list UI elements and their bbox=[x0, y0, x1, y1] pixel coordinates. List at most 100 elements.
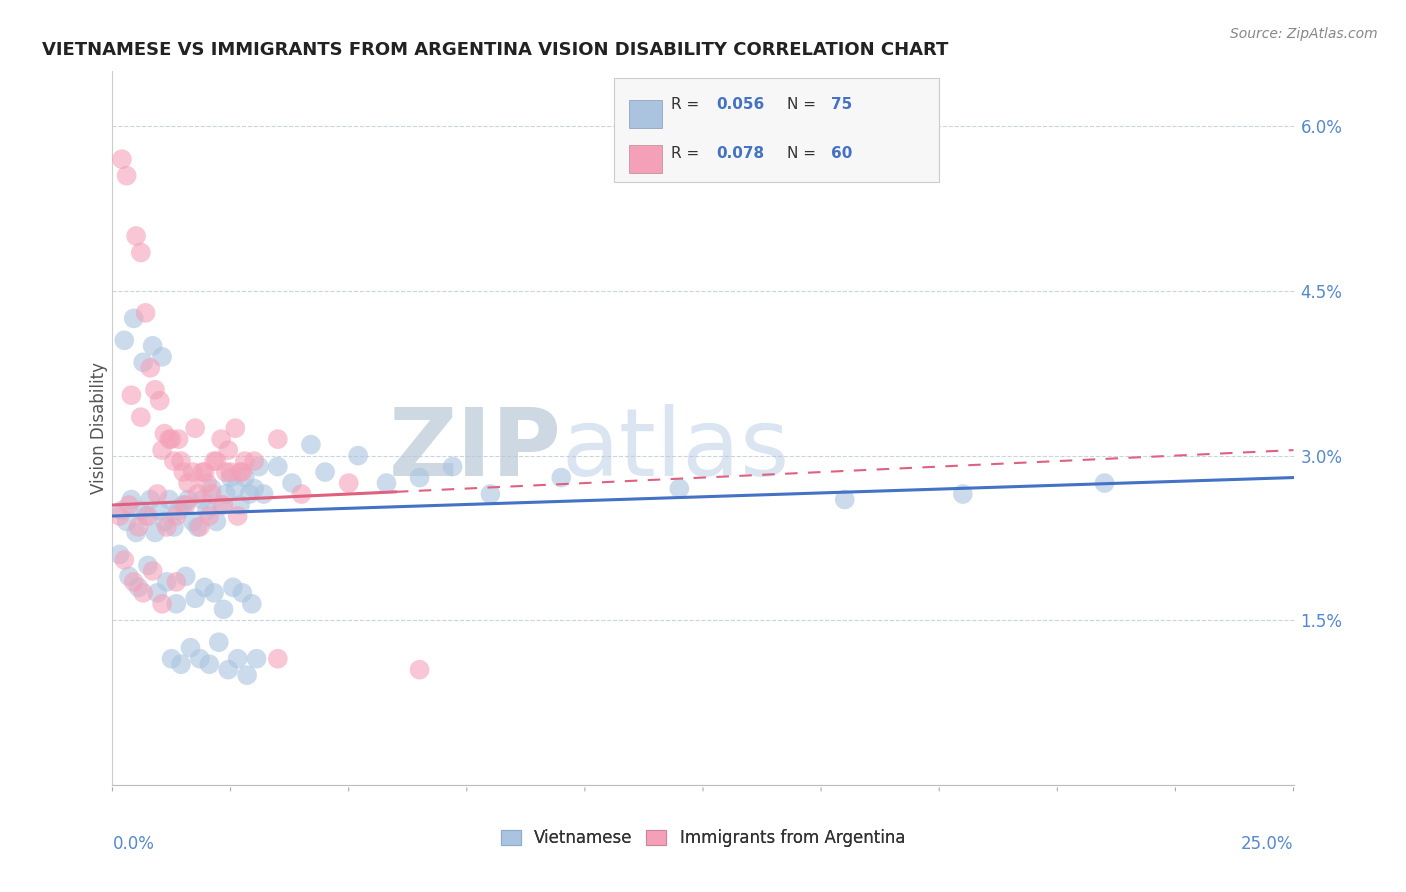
Point bbox=[108, 508, 131, 523]
Point bbox=[156, 574, 179, 589]
Point bbox=[299, 437, 322, 451]
Point bbox=[172, 498, 194, 512]
Point bbox=[146, 487, 169, 501]
Point bbox=[233, 470, 256, 484]
Point bbox=[337, 476, 360, 491]
Point bbox=[209, 498, 232, 512]
Point bbox=[184, 421, 207, 435]
Point bbox=[217, 443, 239, 458]
Point bbox=[202, 454, 225, 468]
Point bbox=[142, 339, 165, 353]
Point bbox=[195, 503, 218, 517]
Point bbox=[202, 586, 225, 600]
Point bbox=[125, 229, 148, 244]
Point bbox=[174, 498, 197, 512]
Text: Source: ZipAtlas.com: Source: ZipAtlas.com bbox=[1230, 27, 1378, 41]
Point bbox=[163, 520, 186, 534]
Point bbox=[290, 487, 312, 501]
Point bbox=[112, 334, 135, 348]
Y-axis label: Vision Disability: Vision Disability bbox=[90, 362, 108, 494]
Point bbox=[1094, 476, 1116, 491]
Point bbox=[245, 651, 267, 665]
Point bbox=[243, 482, 266, 496]
Point bbox=[160, 651, 183, 665]
Point bbox=[132, 586, 155, 600]
Point bbox=[236, 668, 259, 682]
Point bbox=[112, 553, 135, 567]
Point bbox=[115, 169, 138, 183]
Point bbox=[165, 508, 187, 523]
Point bbox=[181, 515, 204, 529]
Point bbox=[129, 503, 152, 517]
Point bbox=[118, 498, 141, 512]
Text: VIETNAMESE VS IMMIGRANTS FROM ARGENTINA VISION DISABILITY CORRELATION CHART: VIETNAMESE VS IMMIGRANTS FROM ARGENTINA … bbox=[42, 41, 948, 59]
Text: N =: N = bbox=[787, 146, 821, 161]
Point bbox=[129, 245, 152, 260]
FancyBboxPatch shape bbox=[628, 101, 662, 128]
Point bbox=[208, 635, 231, 649]
Text: R =: R = bbox=[671, 146, 704, 161]
Text: R =: R = bbox=[671, 97, 704, 112]
Point bbox=[157, 492, 180, 507]
Point bbox=[122, 574, 145, 589]
Point bbox=[153, 426, 176, 441]
Point bbox=[150, 350, 173, 364]
Point bbox=[132, 355, 155, 369]
Point bbox=[243, 454, 266, 468]
Point bbox=[222, 580, 245, 594]
Point bbox=[408, 663, 430, 677]
Point bbox=[194, 465, 217, 479]
Point bbox=[165, 574, 187, 589]
Point bbox=[122, 311, 145, 326]
Point bbox=[441, 459, 464, 474]
Point bbox=[143, 525, 166, 540]
Point bbox=[179, 640, 201, 655]
Point bbox=[479, 487, 502, 501]
Point bbox=[111, 152, 134, 166]
Point bbox=[198, 508, 221, 523]
FancyBboxPatch shape bbox=[614, 78, 939, 182]
Text: N =: N = bbox=[787, 97, 821, 112]
Text: 25.0%: 25.0% bbox=[1241, 835, 1294, 853]
Point bbox=[142, 564, 165, 578]
Point bbox=[224, 421, 246, 435]
Point bbox=[167, 432, 190, 446]
Point bbox=[314, 465, 336, 479]
Text: ZIP: ZIP bbox=[388, 403, 561, 496]
Text: 0.0%: 0.0% bbox=[112, 835, 155, 853]
Point bbox=[668, 482, 690, 496]
Point bbox=[118, 569, 141, 583]
Point bbox=[238, 487, 260, 501]
Point bbox=[170, 454, 193, 468]
Point bbox=[120, 492, 142, 507]
Text: 75: 75 bbox=[831, 97, 852, 112]
Point bbox=[834, 492, 856, 507]
Point bbox=[347, 449, 370, 463]
Point bbox=[120, 388, 142, 402]
Point bbox=[157, 432, 180, 446]
Point bbox=[281, 476, 304, 491]
Point bbox=[115, 515, 138, 529]
Point bbox=[267, 432, 290, 446]
Point bbox=[172, 465, 194, 479]
Point bbox=[550, 470, 572, 484]
Point bbox=[165, 597, 187, 611]
Point bbox=[215, 487, 238, 501]
Point bbox=[129, 410, 152, 425]
Point bbox=[150, 597, 173, 611]
Point bbox=[149, 393, 172, 408]
Point bbox=[229, 498, 252, 512]
Point bbox=[108, 548, 131, 562]
Point bbox=[186, 487, 208, 501]
Point bbox=[205, 515, 228, 529]
Point bbox=[195, 476, 218, 491]
Point bbox=[226, 651, 249, 665]
Point bbox=[181, 465, 204, 479]
Point bbox=[135, 306, 157, 320]
Point bbox=[217, 663, 239, 677]
Point bbox=[267, 459, 290, 474]
Point bbox=[136, 558, 159, 573]
Point bbox=[240, 597, 263, 611]
Point bbox=[226, 508, 249, 523]
Point bbox=[253, 487, 276, 501]
